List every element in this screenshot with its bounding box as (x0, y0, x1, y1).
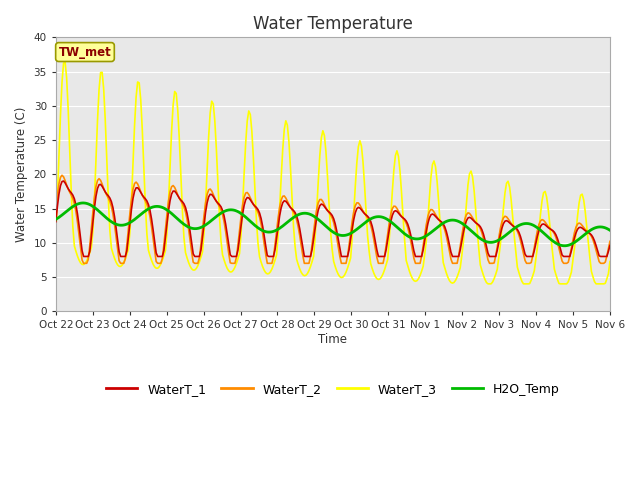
Legend: WaterT_1, WaterT_2, WaterT_3, H2O_Temp: WaterT_1, WaterT_2, WaterT_3, H2O_Temp (101, 378, 564, 401)
X-axis label: Time: Time (318, 333, 348, 346)
Text: TW_met: TW_met (59, 46, 111, 59)
Y-axis label: Water Temperature (C): Water Temperature (C) (15, 107, 28, 242)
Title: Water Temperature: Water Temperature (253, 15, 413, 33)
